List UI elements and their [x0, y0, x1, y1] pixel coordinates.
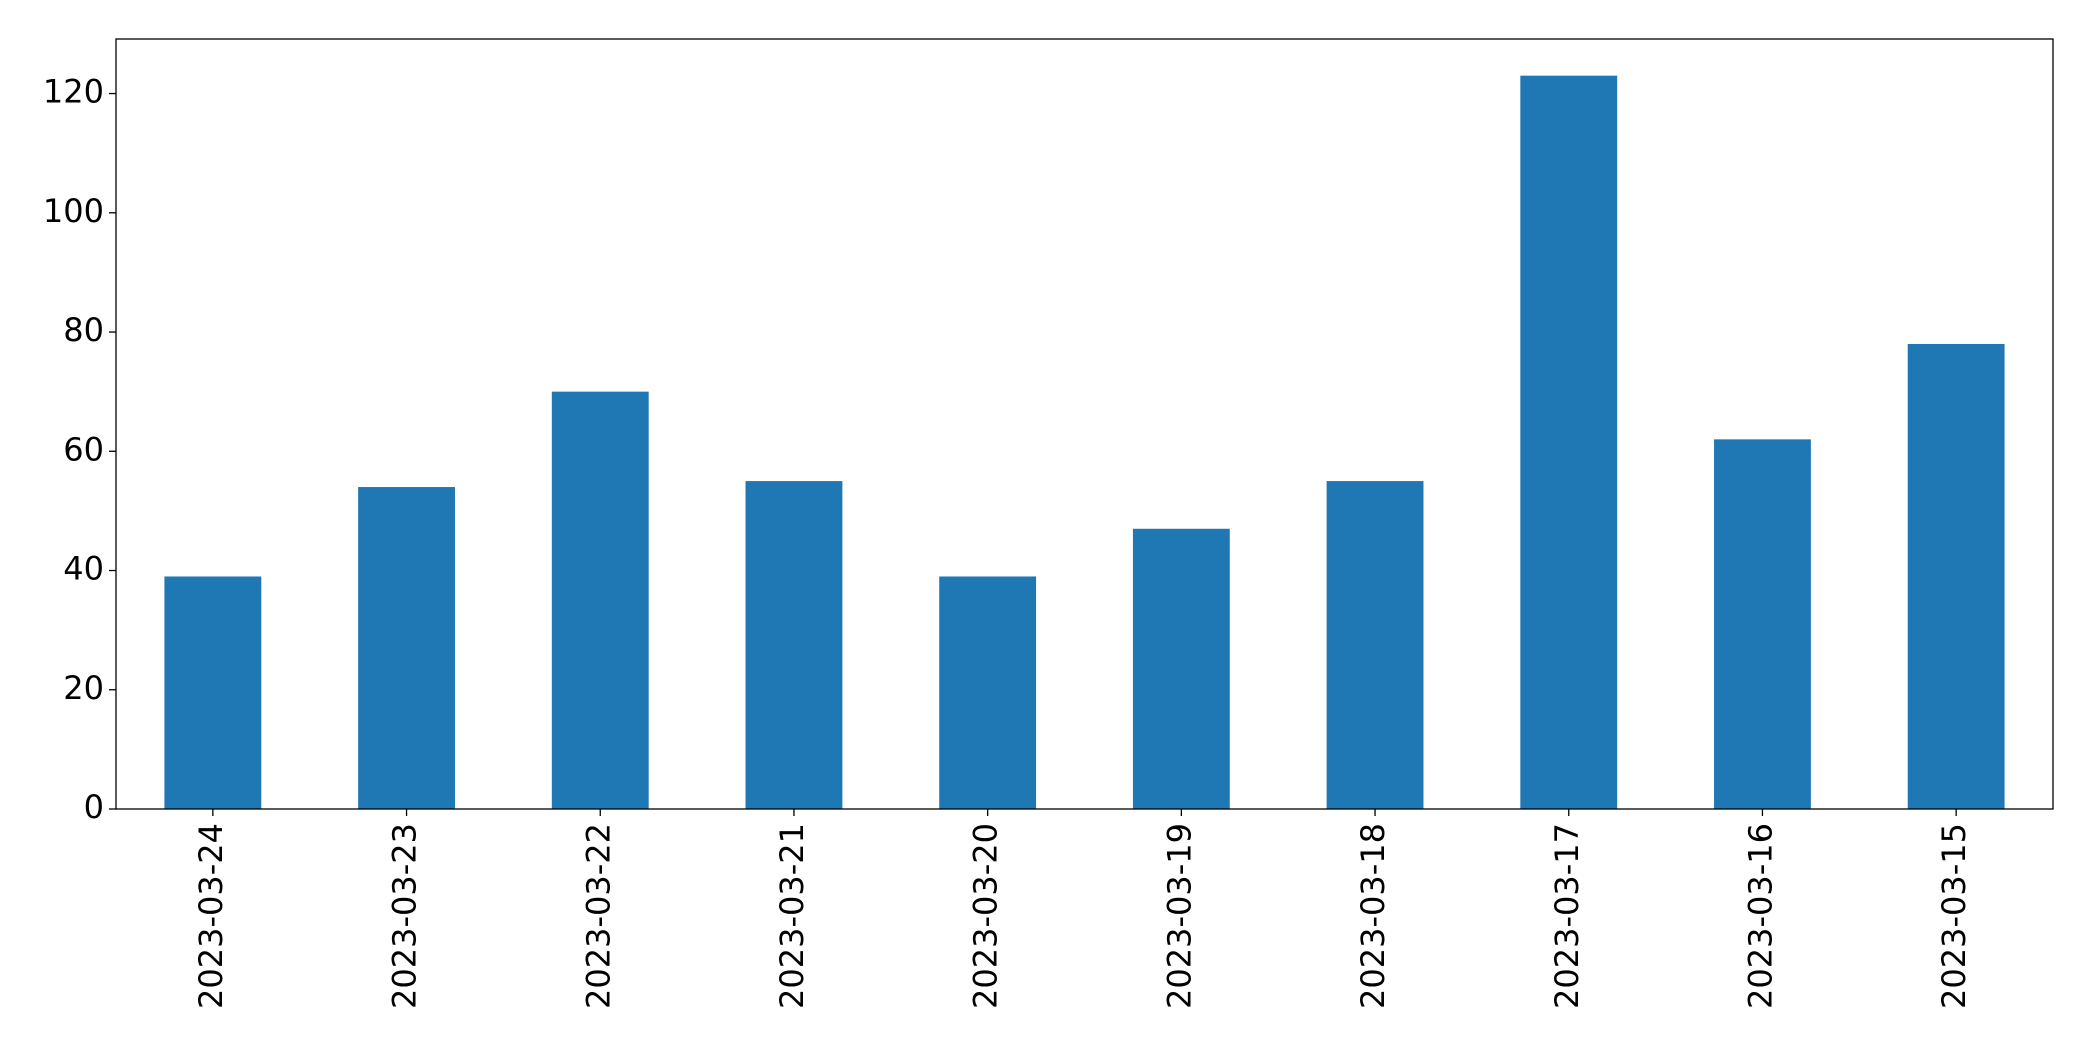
- bar: [164, 576, 262, 809]
- bar: [1132, 528, 1230, 809]
- y-tick-label: 0: [84, 788, 104, 826]
- bar: [358, 487, 455, 809]
- y-tick-label: 80: [63, 311, 104, 349]
- plot-frame: [115, 38, 2054, 810]
- y-tick-label: 20: [63, 669, 104, 707]
- y-tick-label: 100: [43, 192, 104, 230]
- bar: [939, 576, 1037, 809]
- bar: [551, 391, 649, 809]
- bar: [1520, 75, 1618, 809]
- bar: [1326, 481, 1424, 809]
- x-tick-label: 2023-03-21: [773, 823, 811, 1009]
- bar: [1907, 343, 2005, 809]
- x-tick-label: 2023-03-18: [1354, 823, 1392, 1009]
- bar: [1714, 439, 1811, 809]
- x-tick-label: 2023-03-24: [192, 823, 230, 1009]
- x-tick-label: 2023-03-23: [386, 823, 424, 1009]
- y-tick-label: 40: [63, 550, 104, 588]
- x-tick-label: 2023-03-20: [967, 823, 1005, 1009]
- bar: [745, 481, 843, 809]
- x-tick-label: 2023-03-22: [579, 823, 617, 1009]
- y-tick-label: 60: [63, 430, 104, 468]
- y-tick-label: 120: [43, 73, 104, 111]
- x-tick-label: 2023-03-16: [1741, 823, 1779, 1009]
- x-tick-label: 2023-03-15: [1935, 823, 1973, 1009]
- x-tick-label: 2023-03-17: [1548, 823, 1586, 1009]
- x-tick-label: 2023-03-19: [1160, 823, 1198, 1009]
